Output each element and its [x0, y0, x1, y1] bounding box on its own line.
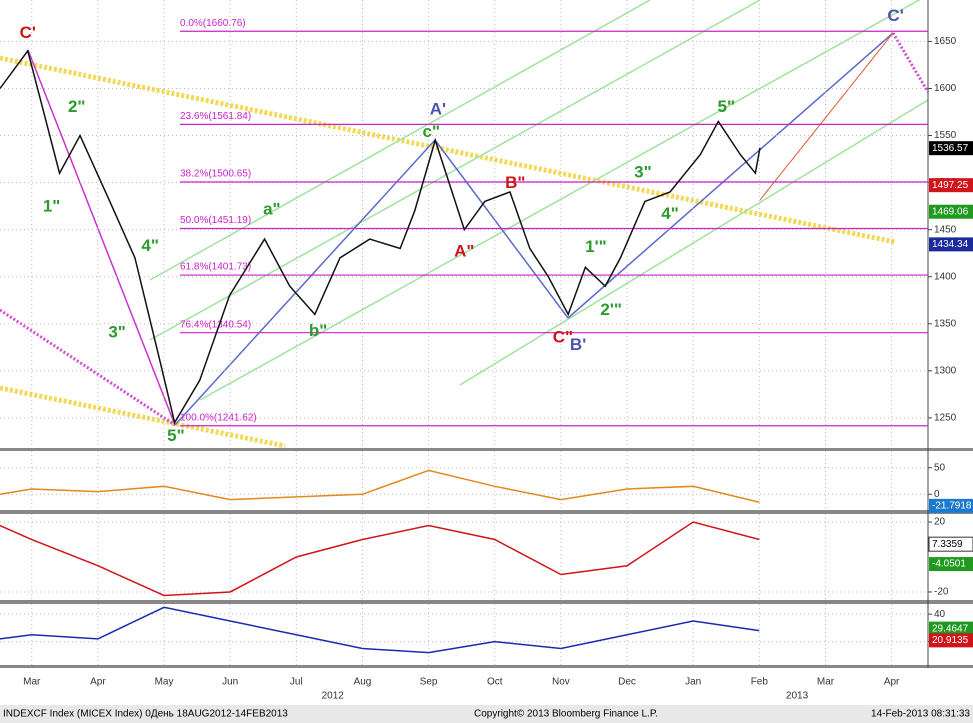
y-tick-label: -20 — [934, 587, 949, 598]
panel-separator — [0, 510, 973, 514]
price-tag-label: 1497.25 — [932, 180, 969, 191]
trend-line — [0, 308, 176, 427]
wave-label: 3" — [108, 323, 126, 342]
y-tick-label: 1300 — [934, 365, 957, 376]
wave-label: A' — [430, 100, 446, 119]
x-tick-label: Sep — [420, 677, 438, 688]
x-tick-label: Aug — [354, 677, 372, 688]
wave-label: C" — [553, 327, 573, 346]
price-tag — [929, 141, 973, 156]
wave-label: b" — [309, 321, 327, 340]
channel-line — [149, 0, 761, 341]
x-tick-label: Feb — [751, 677, 769, 688]
y-tick-label: 1400 — [934, 271, 957, 282]
fib-label: 100.0%(1241.62) — [180, 412, 257, 423]
y-tick-label: 40 — [934, 609, 946, 620]
price-line — [0, 606, 760, 654]
y-tick-label: 1450 — [934, 224, 957, 235]
wave-label: 1'" — [585, 237, 607, 256]
wave-label: C' — [20, 23, 36, 42]
price-tag-label: 7.3359 — [932, 539, 963, 550]
price-line — [0, 521, 760, 597]
price-tag-label: -4.0501 — [932, 559, 966, 570]
price-tag-label: 1434.34 — [932, 239, 969, 250]
wave-label: 5" — [718, 97, 736, 116]
price-tag — [929, 204, 973, 219]
x-tick-label: Nov — [552, 677, 570, 688]
price-tag — [929, 498, 973, 513]
wave-line — [174, 139, 436, 426]
wave-label: 4" — [661, 204, 679, 223]
footer-right: 14-Feb-2013 08:31:33 — [871, 709, 970, 720]
x-tick-label: Apr — [90, 677, 106, 688]
y-tick-label: 1250 — [934, 413, 957, 424]
footer-bar — [0, 705, 973, 723]
wave-label: 5" — [167, 426, 185, 445]
x-tick-label: Jul — [290, 677, 303, 688]
price-tag — [929, 178, 973, 193]
y-tick-label: 1550 — [934, 130, 957, 141]
footer-left: INDEXCF Index (MICEX Index) 0День 18AUG2… — [3, 709, 288, 720]
wave-label: 2" — [68, 97, 86, 116]
wave-label: C' — [887, 6, 903, 25]
x-tick-label: Mar — [817, 677, 835, 688]
fib-label: 50.0%(1451.19) — [180, 215, 251, 226]
channel-line — [459, 99, 929, 386]
wave-line — [567, 32, 894, 319]
footer-center: Copyright© 2013 Bloomberg Finance L.P. — [474, 709, 658, 720]
fib-label: 23.6%(1561.84) — [180, 111, 251, 122]
price-tag-label: 1536.57 — [932, 143, 969, 154]
wave-label: 3" — [634, 163, 652, 182]
fib-label: 61.8%(1401.73) — [180, 262, 251, 273]
panel-separator — [0, 600, 973, 604]
wave-label: a" — [263, 199, 281, 218]
x-tick-label: Dec — [618, 677, 636, 688]
year-label: 2012 — [322, 691, 345, 702]
price-line — [0, 469, 760, 503]
x-tick-label: May — [155, 677, 174, 688]
y-tick-label: 50 — [934, 462, 946, 473]
channel-line — [149, 0, 651, 281]
wave-label: B" — [505, 173, 525, 192]
price-tag-label: -21.7918 — [932, 500, 972, 511]
fib-label: 0.0%(1660.76) — [180, 18, 246, 29]
x-tick-label: Jan — [685, 677, 701, 688]
price-tag — [929, 633, 973, 648]
y-tick-label: 1650 — [934, 36, 957, 47]
wave-label: 4" — [141, 236, 159, 255]
y-tick-label: 1350 — [934, 318, 957, 329]
y-tick-label: 1600 — [934, 83, 957, 94]
price-tag — [929, 621, 973, 636]
fib-label: 76.4%(1340.54) — [180, 319, 251, 330]
year-label: 2013 — [786, 691, 809, 702]
price-tag-label: 29.4647 — [932, 623, 969, 634]
price-tag — [928, 536, 973, 552]
price-tag-label: 1469.06 — [932, 206, 969, 217]
panel-separator — [0, 448, 973, 451]
wave-line — [27, 49, 176, 426]
price-tag-label: 20.9135 — [932, 635, 969, 646]
wave-label: 2'" — [600, 300, 622, 319]
wave-line — [759, 32, 894, 201]
x-tick-label: Mar — [23, 677, 41, 688]
price-tag — [929, 237, 973, 252]
y-tick-label: 0 — [934, 489, 940, 500]
wave-label: A" — [454, 242, 474, 261]
fib-label: 38.2%(1500.65) — [180, 169, 251, 180]
trend-line — [0, 385, 286, 449]
wave-label: 1" — [43, 197, 61, 216]
wave-label: c" — [423, 122, 441, 141]
x-tick-label: Oct — [487, 677, 503, 688]
x-tick-label: Jun — [222, 677, 238, 688]
panel-separator — [0, 665, 973, 668]
x-tick-label: Apr — [884, 677, 900, 688]
y-tick-label: 20 — [934, 517, 946, 528]
price-line — [0, 49, 761, 425]
price-tag — [929, 557, 973, 572]
wave-label: B' — [570, 335, 586, 354]
trend-line — [891, 32, 930, 93]
